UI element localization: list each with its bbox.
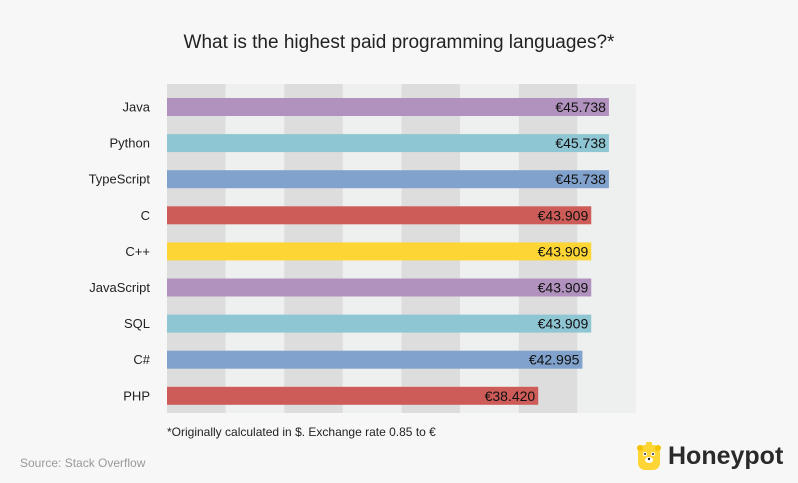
data-label: €43.909 bbox=[538, 280, 589, 296]
bar bbox=[167, 170, 609, 189]
data-label: €38.420 bbox=[485, 388, 536, 404]
category-label: Python bbox=[110, 136, 150, 151]
category-label: C# bbox=[133, 352, 150, 367]
source-label: Source: Stack Overflow bbox=[20, 456, 146, 470]
data-label: €45.738 bbox=[555, 171, 606, 187]
data-label: €42.995 bbox=[529, 352, 580, 368]
category-label: TypeScript bbox=[89, 172, 151, 187]
data-label: €43.909 bbox=[538, 243, 589, 259]
category-label: PHP bbox=[123, 388, 150, 403]
bar bbox=[167, 278, 592, 297]
bar bbox=[167, 314, 592, 333]
footnote: *Originally calculated in $. Exchange ra… bbox=[167, 425, 436, 439]
data-label: €45.738 bbox=[555, 99, 606, 115]
data-label: €43.909 bbox=[538, 316, 589, 332]
category-label: C bbox=[141, 208, 150, 223]
bear-mascot-icon bbox=[637, 442, 661, 470]
bar bbox=[167, 206, 592, 225]
data-label: €43.909 bbox=[538, 207, 589, 223]
bar bbox=[167, 98, 609, 116]
data-label: €45.738 bbox=[555, 135, 606, 151]
category-label: C++ bbox=[125, 244, 150, 259]
bar bbox=[167, 386, 539, 405]
bar bbox=[167, 350, 583, 369]
bar bbox=[167, 134, 609, 153]
bar bbox=[167, 242, 592, 261]
category-label: Java bbox=[123, 100, 151, 115]
honeypot-logo: Honeypot bbox=[636, 441, 783, 471]
chart-title: What is the highest paid programming lan… bbox=[183, 32, 615, 53]
category-label: SQL bbox=[124, 316, 150, 331]
brand-name: Honeypot bbox=[668, 441, 784, 470]
category-label: JavaScript bbox=[89, 280, 150, 295]
